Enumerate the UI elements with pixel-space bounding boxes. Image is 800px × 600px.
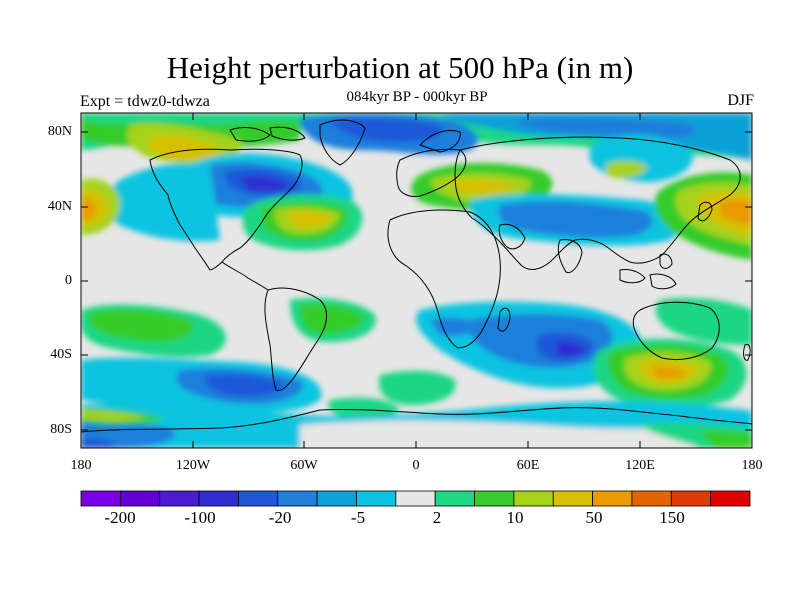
colorbar <box>80 490 751 507</box>
colorbar-label: 50 <box>585 508 603 527</box>
colorbar-swatch <box>356 490 397 507</box>
colorbar-swatch <box>395 490 436 507</box>
colorbar-swatch <box>238 490 279 507</box>
colorbar-swatch <box>159 490 200 507</box>
lat-label-40n: 40N <box>47 199 72 214</box>
lat-label-80s: 80S <box>50 422 72 437</box>
colorbar-swatch <box>710 490 751 507</box>
colorbar-label: 10 <box>506 508 524 527</box>
lon-label-180w: 180 <box>70 458 92 473</box>
lat-label-eq: 0 <box>65 273 72 288</box>
coastlines <box>81 119 752 433</box>
colorbar-label: -200 <box>104 508 136 527</box>
season-label: DJF <box>727 92 754 109</box>
map-title: Height perturbation at 500 hPa (in m) <box>166 50 634 85</box>
colorbar-swatch <box>198 490 239 507</box>
colorbar-swatch <box>316 490 357 507</box>
lon-label-120e: 120E <box>625 458 655 473</box>
colorbar-label: -20 <box>268 508 292 527</box>
colorbar-swatch <box>277 490 318 507</box>
colorbar-swatch <box>513 490 554 507</box>
lon-label-60e: 60E <box>516 458 540 473</box>
colorbar-label: -5 <box>350 508 366 527</box>
colorbar-swatch <box>119 490 161 507</box>
lon-label-0: 0 <box>412 458 420 473</box>
axis-ticks <box>81 113 752 448</box>
lon-label-60w: 60W <box>290 458 318 473</box>
lat-label-40s: 40S <box>50 347 72 362</box>
colorbar-label: -100 <box>184 508 216 527</box>
height-perturbation-field <box>81 113 752 448</box>
lon-label-120w: 120W <box>175 458 211 473</box>
colorbar-swatch <box>434 490 475 507</box>
colorbar-swatch <box>670 490 712 507</box>
lon-label-180e: 180 <box>741 458 763 473</box>
colorbar-swatch <box>552 490 593 507</box>
colorbar-label: 150 <box>659 508 685 527</box>
colorbar-swatch <box>474 490 515 507</box>
experiment-label: Expt = tdwz0-tdwza <box>80 93 210 110</box>
map-subtitle: 084kyr BP - 000kyr BP <box>346 89 488 105</box>
colorbar-swatch <box>631 490 672 507</box>
lat-label-80n: 80N <box>47 124 72 139</box>
colorbar-label: 2 <box>432 508 442 527</box>
colorbar-swatch <box>592 490 633 507</box>
colorbar-swatch <box>80 490 121 507</box>
